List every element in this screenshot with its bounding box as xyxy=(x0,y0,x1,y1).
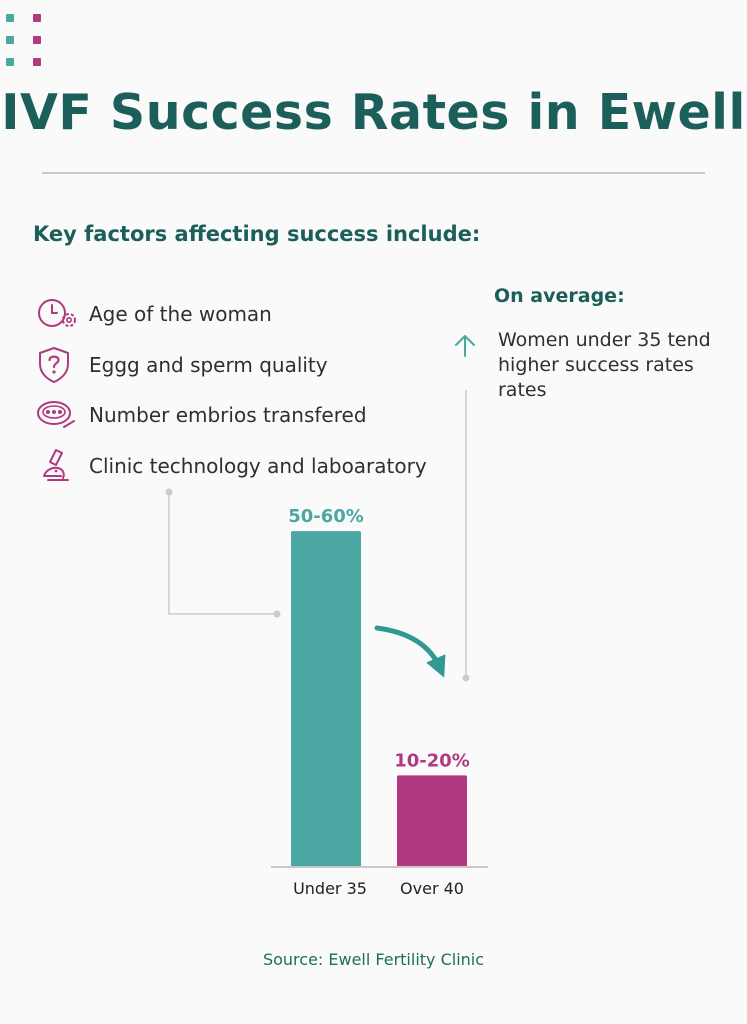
shield-question-icon xyxy=(36,345,80,385)
factor-connector xyxy=(165,488,281,618)
average-heading: On average: xyxy=(494,285,625,307)
curved-arrow-down xyxy=(374,625,446,678)
average-connector xyxy=(462,390,470,682)
clock-gear-icon xyxy=(36,294,80,334)
factor-label: Age of the woman xyxy=(89,302,272,326)
factor-item-technology: Clinic technology and laboaratory xyxy=(36,446,427,486)
factor-item-embryos: Number embrios transfered xyxy=(36,395,367,435)
factor-label: Eggg and sperm quality xyxy=(89,353,328,377)
microscope-icon xyxy=(36,446,80,486)
data-label: 50-60% xyxy=(288,506,364,527)
page-title: IVF Success Rates in Ewell xyxy=(1,84,746,141)
factor-item-quality: Eggg and sperm quality xyxy=(36,345,328,385)
bar-under-35 xyxy=(291,531,361,867)
factor-label: Number embrios transfered xyxy=(89,403,367,427)
x-tick-label: Over 40 xyxy=(400,879,464,898)
petri-dish-icon xyxy=(36,395,80,435)
data-label: 10-20% xyxy=(394,750,470,771)
bar-over-40 xyxy=(397,775,467,867)
average-line: higher success rates xyxy=(498,354,694,376)
factor-label: Clinic technology and laboaratory xyxy=(89,454,427,478)
x-tick-label: Under 35 xyxy=(293,879,367,898)
factors-heading: Key factors affecting success include: xyxy=(33,222,481,246)
average-line: Women under 35 tend xyxy=(498,329,711,351)
arrow-up-icon xyxy=(455,335,475,357)
factor-item-age: Age of the woman xyxy=(36,294,272,334)
average-text: Women under 35 tend higher success rates… xyxy=(498,328,718,403)
title-divider xyxy=(42,172,705,174)
source-note: Source: Ewell Fertility Clinic xyxy=(262,950,485,969)
decorative-dots xyxy=(6,14,46,70)
average-line: rates xyxy=(498,379,547,401)
